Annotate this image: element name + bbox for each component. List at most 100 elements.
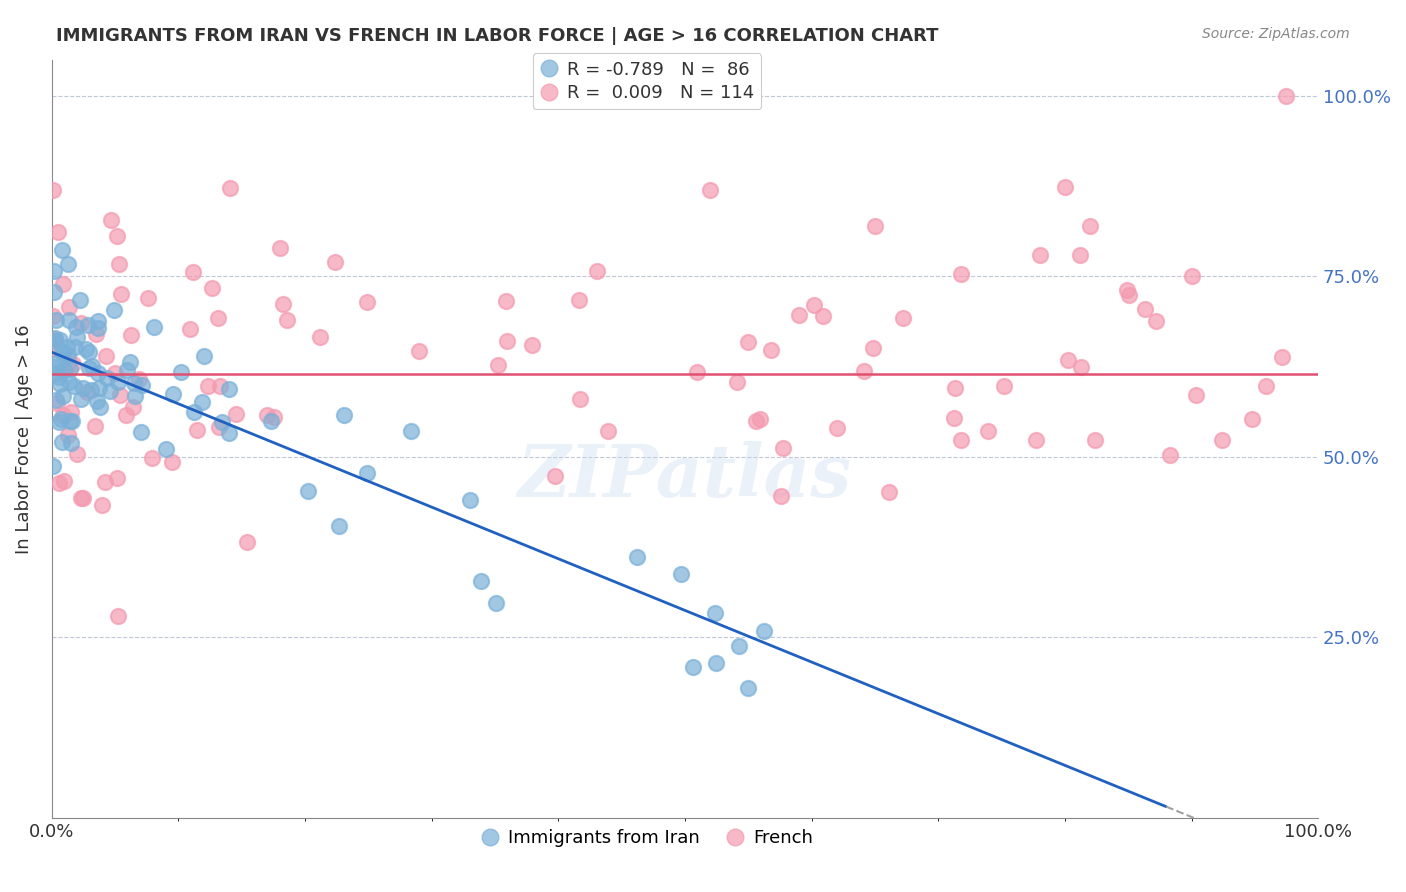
Point: [87, 314, 110, 328]
Point: [72, 381, 94, 395]
Point: [48, 370, 70, 384]
Point: [79, 345, 101, 359]
Point: [86, 394, 108, 409]
Point: [1133, 302, 1156, 317]
Point: [891, 310, 914, 325]
Point: [596, 424, 619, 438]
Point: [485, 596, 508, 610]
Point: [80, 359, 103, 373]
Point: [993, 379, 1015, 393]
Point: [65, 319, 87, 334]
Point: [129, 425, 152, 439]
Point: [59, 414, 82, 428]
Point: [183, 404, 205, 418]
Point: [323, 254, 346, 268]
Point: [52, 389, 75, 403]
Point: [77, 318, 100, 332]
Point: [470, 574, 492, 588]
Point: [181, 265, 204, 279]
Point: [48, 416, 70, 430]
Point: [55, 360, 77, 375]
Point: [58, 312, 80, 326]
Point: [749, 412, 772, 426]
Point: [98, 384, 121, 398]
Point: [83, 418, 105, 433]
Point: [70, 392, 93, 406]
Point: [704, 606, 727, 620]
Point: [72, 491, 94, 505]
Point: [179, 322, 201, 336]
Point: [219, 181, 242, 195]
Point: [495, 293, 517, 308]
Point: [42, 183, 65, 197]
Point: [107, 257, 129, 271]
Point: [56, 340, 79, 354]
Point: [704, 656, 727, 670]
Point: [46, 225, 69, 239]
Point: [976, 425, 998, 439]
Point: [42, 332, 65, 346]
Point: [752, 624, 775, 639]
Point: [328, 519, 350, 533]
Point: [626, 549, 648, 564]
Point: [136, 291, 159, 305]
Point: [51, 435, 73, 450]
Point: [58, 348, 80, 362]
Point: [1054, 180, 1077, 194]
Point: [1241, 411, 1264, 425]
Point: [1185, 388, 1208, 402]
Point: [42, 264, 65, 278]
Point: [58, 375, 80, 389]
Point: [1275, 88, 1298, 103]
Point: [155, 442, 177, 457]
Point: [218, 382, 240, 396]
Point: [58, 355, 80, 369]
Point: [51, 412, 73, 426]
Point: [1159, 448, 1181, 462]
Point: [271, 297, 294, 311]
Point: [686, 365, 709, 379]
Point: [256, 409, 278, 423]
Point: [399, 425, 422, 439]
Point: [1271, 351, 1294, 365]
Point: [191, 395, 214, 409]
Point: [803, 298, 825, 312]
Point: [772, 441, 794, 455]
Point: [110, 286, 132, 301]
Point: [943, 410, 966, 425]
Point: [52, 408, 75, 422]
Point: [87, 320, 110, 334]
Point: [44, 334, 66, 348]
Point: [225, 407, 247, 421]
Point: [737, 335, 759, 350]
Text: IMMIGRANTS FROM IRAN VS FRENCH IN LABOR FORCE | AGE > 16 CORRELATION CHART: IMMIGRANTS FROM IRAN VS FRENCH IN LABOR …: [56, 27, 939, 45]
Point: [42, 310, 65, 324]
Point: [104, 366, 127, 380]
Point: [115, 409, 138, 423]
Point: [128, 371, 150, 385]
Point: [1025, 433, 1047, 447]
Point: [1078, 219, 1101, 233]
Point: [49, 376, 72, 391]
Point: [297, 483, 319, 498]
Point: [63, 379, 86, 393]
Point: [218, 425, 240, 440]
Point: [811, 309, 834, 323]
Point: [1070, 359, 1092, 374]
Point: [725, 375, 748, 389]
Point: [943, 381, 966, 395]
Point: [80, 383, 103, 397]
Point: [208, 378, 231, 392]
Point: [122, 376, 145, 390]
Point: [1084, 433, 1107, 447]
Text: ZIPatlas: ZIPatlas: [517, 442, 852, 512]
Point: [45, 312, 67, 326]
Point: [62, 357, 84, 371]
Point: [950, 267, 973, 281]
Point: [162, 387, 184, 401]
Point: [863, 219, 886, 233]
Point: [333, 408, 356, 422]
Point: [160, 455, 183, 469]
Point: [201, 281, 224, 295]
Point: [356, 466, 378, 480]
